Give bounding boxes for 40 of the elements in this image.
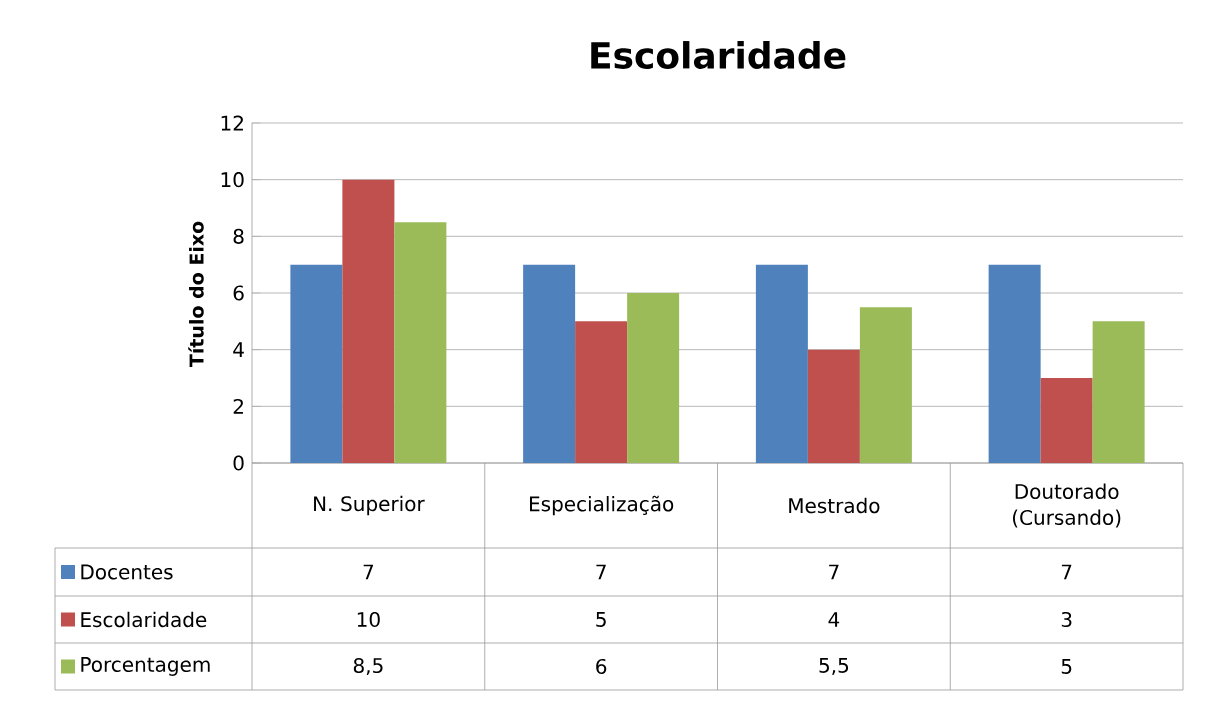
y-tick-label: 8: [233, 228, 244, 244]
data-label: 3: [1061, 611, 1072, 628]
y-tick-label: 6: [233, 285, 244, 301]
data-label: 5: [1061, 659, 1072, 674]
x-tick-label: Mestrado: [789, 497, 880, 514]
chart-title: Escolaridade: [591, 41, 846, 69]
bar: [1092, 321, 1145, 463]
bar: [394, 222, 447, 463]
data-label: 7: [829, 564, 839, 580]
data-label: 7: [1061, 564, 1072, 580]
y-tick-label: 12: [221, 115, 243, 131]
legend-label: Porcentagem: [81, 657, 210, 676]
bar: [988, 264, 1041, 463]
bar: [523, 264, 576, 463]
x-tick-label: Especialização: [530, 495, 674, 516]
bar: [755, 264, 808, 463]
data-label: 10: [357, 611, 380, 628]
bar: [575, 321, 628, 463]
bar: [1040, 378, 1093, 463]
data-label: 5: [596, 612, 606, 627]
y-tick-label: 0: [233, 455, 244, 471]
y-tick-label: 2: [233, 398, 243, 414]
bar: [807, 349, 860, 463]
bar: [859, 307, 912, 463]
x-tick-label: Doutorado (Cursando): [1012, 483, 1121, 528]
y-tick-label: 10: [221, 172, 244, 188]
data-label: 8,5: [353, 657, 383, 676]
data-label: 6: [596, 658, 607, 675]
data-label: 7: [596, 564, 606, 580]
bar: [290, 264, 343, 463]
legend-label: Docentes: [81, 564, 173, 580]
data-label: 5,5: [819, 658, 849, 675]
bar: [627, 293, 680, 463]
y-axis-title: Título do Eixo: [188, 221, 204, 368]
y-tick-label: 4: [233, 342, 244, 357]
data-label: 7: [363, 564, 374, 580]
bar: [342, 179, 395, 463]
x-tick-label: N. Superior: [314, 495, 425, 516]
legend-label: Escolaridade: [81, 611, 207, 628]
data-label: 4: [828, 612, 840, 627]
